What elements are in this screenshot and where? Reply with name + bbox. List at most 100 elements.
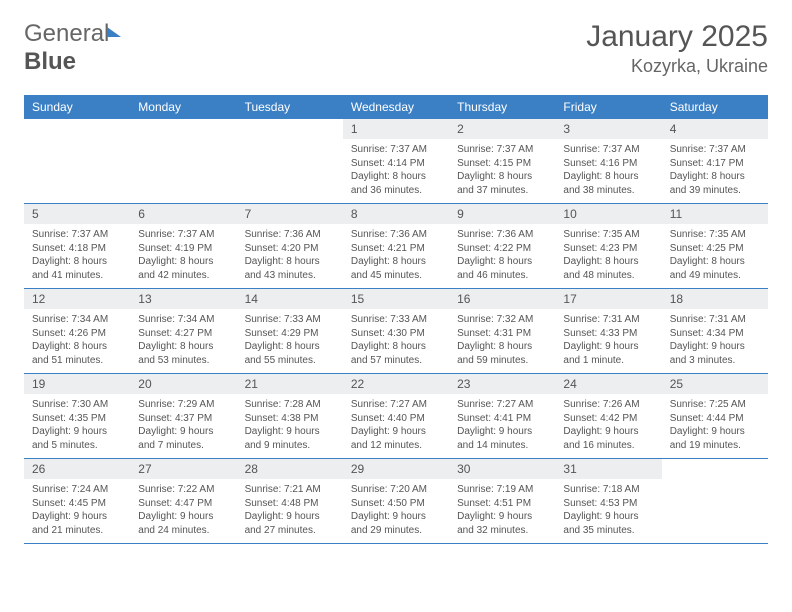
sunset-line: Sunset: 4:19 PM <box>138 242 228 256</box>
calendar-cell: 28Sunrise: 7:21 AMSunset: 4:48 PMDayligh… <box>237 459 343 544</box>
day-number: 11 <box>662 204 768 224</box>
calendar-cell: 2Sunrise: 7:37 AMSunset: 4:15 PMDaylight… <box>449 119 555 204</box>
sunrise-line: Sunrise: 7:32 AM <box>457 313 547 327</box>
sunrise-line: Sunrise: 7:21 AM <box>245 483 335 497</box>
calendar-cell: 21Sunrise: 7:28 AMSunset: 4:38 PMDayligh… <box>237 374 343 459</box>
sunset-line: Sunset: 4:47 PM <box>138 497 228 511</box>
sunrise-line: Sunrise: 7:37 AM <box>457 143 547 157</box>
day-details: Sunrise: 7:32 AMSunset: 4:31 PMDaylight:… <box>449 309 555 373</box>
calendar-cell: 12Sunrise: 7:34 AMSunset: 4:26 PMDayligh… <box>24 289 130 374</box>
sunset-line: Sunset: 4:25 PM <box>670 242 760 256</box>
day-details: Sunrise: 7:21 AMSunset: 4:48 PMDaylight:… <box>237 479 343 543</box>
day-details: Sunrise: 7:25 AMSunset: 4:44 PMDaylight:… <box>662 394 768 458</box>
calendar-cell: 13Sunrise: 7:34 AMSunset: 4:27 PMDayligh… <box>130 289 236 374</box>
sunrise-line: Sunrise: 7:24 AM <box>32 483 122 497</box>
day-details: Sunrise: 7:31 AMSunset: 4:33 PMDaylight:… <box>555 309 661 373</box>
day-number: 21 <box>237 374 343 394</box>
day-number: 1 <box>343 119 449 139</box>
sunset-line: Sunset: 4:16 PM <box>563 157 653 171</box>
sunset-line: Sunset: 4:21 PM <box>351 242 441 256</box>
sunrise-line: Sunrise: 7:36 AM <box>457 228 547 242</box>
calendar-cell: 24Sunrise: 7:26 AMSunset: 4:42 PMDayligh… <box>555 374 661 459</box>
sunset-line: Sunset: 4:48 PM <box>245 497 335 511</box>
calendar-cell: 17Sunrise: 7:31 AMSunset: 4:33 PMDayligh… <box>555 289 661 374</box>
day-details: Sunrise: 7:37 AMSunset: 4:14 PMDaylight:… <box>343 139 449 203</box>
calendar-cell: 14Sunrise: 7:33 AMSunset: 4:29 PMDayligh… <box>237 289 343 374</box>
weekday-header: Friday <box>555 95 661 119</box>
logo-word1: General <box>24 20 109 47</box>
day-number: 31 <box>555 459 661 479</box>
calendar-cell <box>237 119 343 204</box>
sunrise-line: Sunrise: 7:34 AM <box>138 313 228 327</box>
calendar-cell: 18Sunrise: 7:31 AMSunset: 4:34 PMDayligh… <box>662 289 768 374</box>
sunrise-line: Sunrise: 7:33 AM <box>245 313 335 327</box>
sunset-line: Sunset: 4:22 PM <box>457 242 547 256</box>
logo: General Blue <box>24 20 121 76</box>
sunset-line: Sunset: 4:29 PM <box>245 327 335 341</box>
day-details: Sunrise: 7:33 AMSunset: 4:30 PMDaylight:… <box>343 309 449 373</box>
daylight-line: Daylight: 8 hours and 57 minutes. <box>351 340 441 367</box>
weekday-header: Wednesday <box>343 95 449 119</box>
daylight-line: Daylight: 8 hours and 38 minutes. <box>563 170 653 197</box>
daylight-line: Daylight: 9 hours and 27 minutes. <box>245 510 335 537</box>
sunset-line: Sunset: 4:42 PM <box>563 412 653 426</box>
day-number: 18 <box>662 289 768 309</box>
sunrise-line: Sunrise: 7:19 AM <box>457 483 547 497</box>
sunrise-line: Sunrise: 7:31 AM <box>670 313 760 327</box>
daylight-line: Daylight: 9 hours and 16 minutes. <box>563 425 653 452</box>
weekday-header: Saturday <box>662 95 768 119</box>
calendar-cell: 20Sunrise: 7:29 AMSunset: 4:37 PMDayligh… <box>130 374 236 459</box>
weekday-header-row: SundayMondayTuesdayWednesdayThursdayFrid… <box>24 95 768 119</box>
daylight-line: Daylight: 9 hours and 32 minutes. <box>457 510 547 537</box>
daylight-line: Daylight: 8 hours and 55 minutes. <box>245 340 335 367</box>
logo-text: General Blue <box>24 20 121 76</box>
calendar-cell: 15Sunrise: 7:33 AMSunset: 4:30 PMDayligh… <box>343 289 449 374</box>
calendar-cell: 8Sunrise: 7:36 AMSunset: 4:21 PMDaylight… <box>343 204 449 289</box>
month-title: January 2025 <box>586 20 768 54</box>
sunrise-line: Sunrise: 7:36 AM <box>245 228 335 242</box>
calendar-cell: 4Sunrise: 7:37 AMSunset: 4:17 PMDaylight… <box>662 119 768 204</box>
sunset-line: Sunset: 4:23 PM <box>563 242 653 256</box>
day-number: 29 <box>343 459 449 479</box>
day-details: Sunrise: 7:30 AMSunset: 4:35 PMDaylight:… <box>24 394 130 458</box>
sunset-line: Sunset: 4:44 PM <box>670 412 760 426</box>
calendar-cell: 31Sunrise: 7:18 AMSunset: 4:53 PMDayligh… <box>555 459 661 544</box>
calendar-cell: 5Sunrise: 7:37 AMSunset: 4:18 PMDaylight… <box>24 204 130 289</box>
day-number: 27 <box>130 459 236 479</box>
calendar-cell: 29Sunrise: 7:20 AMSunset: 4:50 PMDayligh… <box>343 459 449 544</box>
daylight-line: Daylight: 8 hours and 59 minutes. <box>457 340 547 367</box>
sunrise-line: Sunrise: 7:29 AM <box>138 398 228 412</box>
day-details: Sunrise: 7:33 AMSunset: 4:29 PMDaylight:… <box>237 309 343 373</box>
daylight-line: Daylight: 9 hours and 14 minutes. <box>457 425 547 452</box>
sunrise-line: Sunrise: 7:37 AM <box>670 143 760 157</box>
sunset-line: Sunset: 4:15 PM <box>457 157 547 171</box>
sunset-line: Sunset: 4:26 PM <box>32 327 122 341</box>
calendar-cell: 27Sunrise: 7:22 AMSunset: 4:47 PMDayligh… <box>130 459 236 544</box>
calendar-cell: 11Sunrise: 7:35 AMSunset: 4:25 PMDayligh… <box>662 204 768 289</box>
title-block: January 2025 Kozyrka, Ukraine <box>586 20 768 77</box>
day-details: Sunrise: 7:35 AMSunset: 4:25 PMDaylight:… <box>662 224 768 288</box>
calendar-cell: 16Sunrise: 7:32 AMSunset: 4:31 PMDayligh… <box>449 289 555 374</box>
daylight-line: Daylight: 8 hours and 37 minutes. <box>457 170 547 197</box>
day-details: Sunrise: 7:37 AMSunset: 4:16 PMDaylight:… <box>555 139 661 203</box>
calendar-cell: 7Sunrise: 7:36 AMSunset: 4:20 PMDaylight… <box>237 204 343 289</box>
day-details: Sunrise: 7:22 AMSunset: 4:47 PMDaylight:… <box>130 479 236 543</box>
weekday-header: Sunday <box>24 95 130 119</box>
weekday-header: Thursday <box>449 95 555 119</box>
day-number: 17 <box>555 289 661 309</box>
daylight-line: Daylight: 8 hours and 53 minutes. <box>138 340 228 367</box>
sunrise-line: Sunrise: 7:37 AM <box>32 228 122 242</box>
calendar-week-row: 1Sunrise: 7:37 AMSunset: 4:14 PMDaylight… <box>24 119 768 204</box>
sunrise-line: Sunrise: 7:36 AM <box>351 228 441 242</box>
daylight-line: Daylight: 8 hours and 45 minutes. <box>351 255 441 282</box>
sunrise-line: Sunrise: 7:26 AM <box>563 398 653 412</box>
sunrise-line: Sunrise: 7:37 AM <box>563 143 653 157</box>
daylight-line: Daylight: 8 hours and 36 minutes. <box>351 170 441 197</box>
day-details: Sunrise: 7:18 AMSunset: 4:53 PMDaylight:… <box>555 479 661 543</box>
sunset-line: Sunset: 4:45 PM <box>32 497 122 511</box>
daylight-line: Daylight: 8 hours and 49 minutes. <box>670 255 760 282</box>
calendar-cell: 25Sunrise: 7:25 AMSunset: 4:44 PMDayligh… <box>662 374 768 459</box>
day-details: Sunrise: 7:34 AMSunset: 4:26 PMDaylight:… <box>24 309 130 373</box>
calendar-cell: 3Sunrise: 7:37 AMSunset: 4:16 PMDaylight… <box>555 119 661 204</box>
sunset-line: Sunset: 4:35 PM <box>32 412 122 426</box>
